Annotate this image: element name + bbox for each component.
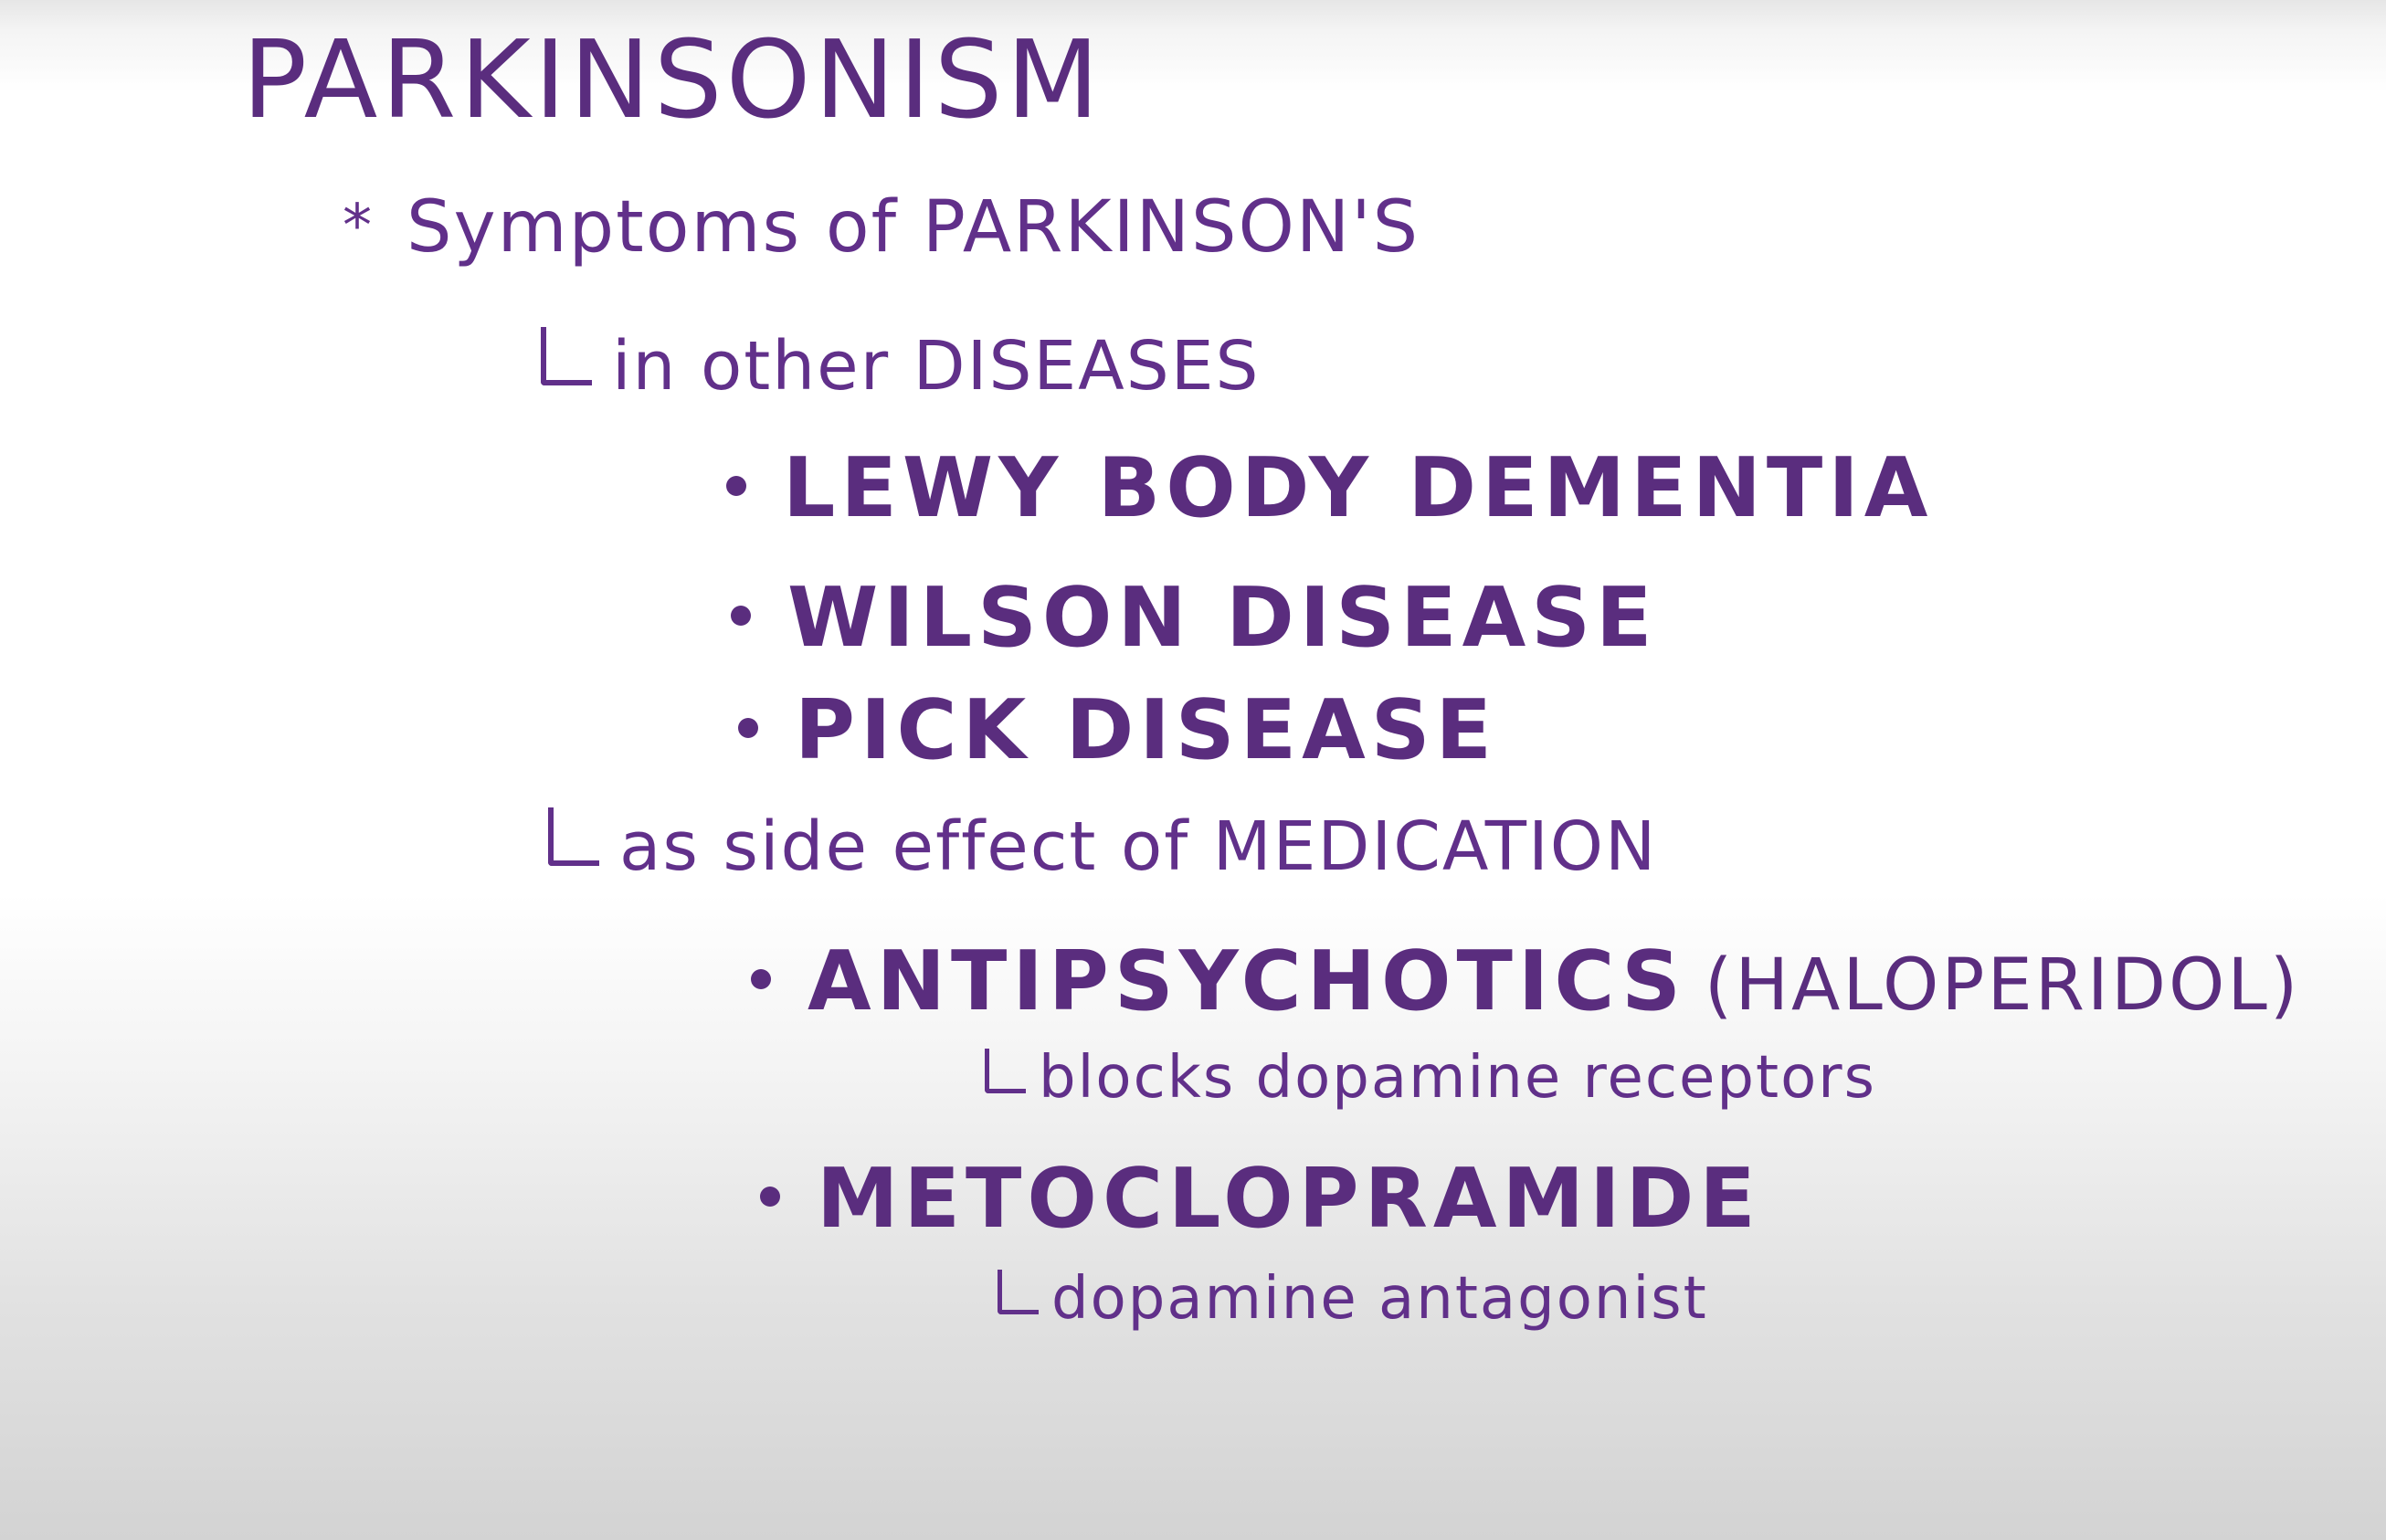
- main-heading: * Symptoms of PARKINSON'S: [343, 192, 1420, 263]
- bullet-dot-icon: [751, 969, 771, 989]
- asterisk-bullet: *: [343, 193, 374, 260]
- elbow-arrow-icon: [548, 807, 599, 866]
- list-item-text: METOCLOPRAMIDE: [817, 1151, 1761, 1247]
- group-label-text: in other DISEASES: [612, 327, 1261, 406]
- elbow-arrow-icon: [985, 1049, 1026, 1093]
- item-note-text: dopamine antagonist: [1051, 1265, 1708, 1333]
- item-note-text: blocks dopamine receptors: [1039, 1044, 1876, 1112]
- list-item-text: LEWY BODY DEMENTIA: [783, 440, 1934, 536]
- bullet-dot-icon: [731, 606, 751, 626]
- list-item: METOCLOPRAMIDE: [760, 1158, 1761, 1240]
- list-item-text: ANTIPSYCHOTICS: [808, 933, 1686, 1029]
- bullet-dot-icon: [726, 476, 746, 496]
- list-item: PICK DISEASE: [738, 690, 1497, 772]
- list-item: LEWY BODY DEMENTIA: [726, 448, 1933, 530]
- list-item-text: PICK DISEASE: [795, 682, 1498, 778]
- group-label-medication: as side effect of MEDICATION: [548, 807, 1657, 881]
- page-title: PARKINSONISM: [242, 16, 1103, 142]
- list-item: ANTIPSYCHOTICS (HALOPERIDOL): [751, 941, 2300, 1023]
- item-note: blocks dopamine receptors: [985, 1049, 1876, 1107]
- group-label-diseases: in other DISEASES: [541, 327, 1261, 400]
- list-item-example: (HALOPERIDOL): [1704, 944, 2301, 1027]
- bullet-dot-icon: [760, 1187, 780, 1207]
- heading-text: Symptoms of PARKINSON'S: [406, 186, 1420, 269]
- list-item: WILSON DISEASE: [731, 577, 1658, 659]
- list-item-text: WILSON DISEASE: [787, 570, 1658, 666]
- elbow-arrow-icon: [541, 327, 592, 385]
- group-label-text: as side effect of MEDICATION: [619, 807, 1658, 886]
- bullet-dot-icon: [738, 718, 758, 738]
- item-note: dopamine antagonist: [998, 1270, 1708, 1328]
- elbow-arrow-icon: [998, 1270, 1039, 1314]
